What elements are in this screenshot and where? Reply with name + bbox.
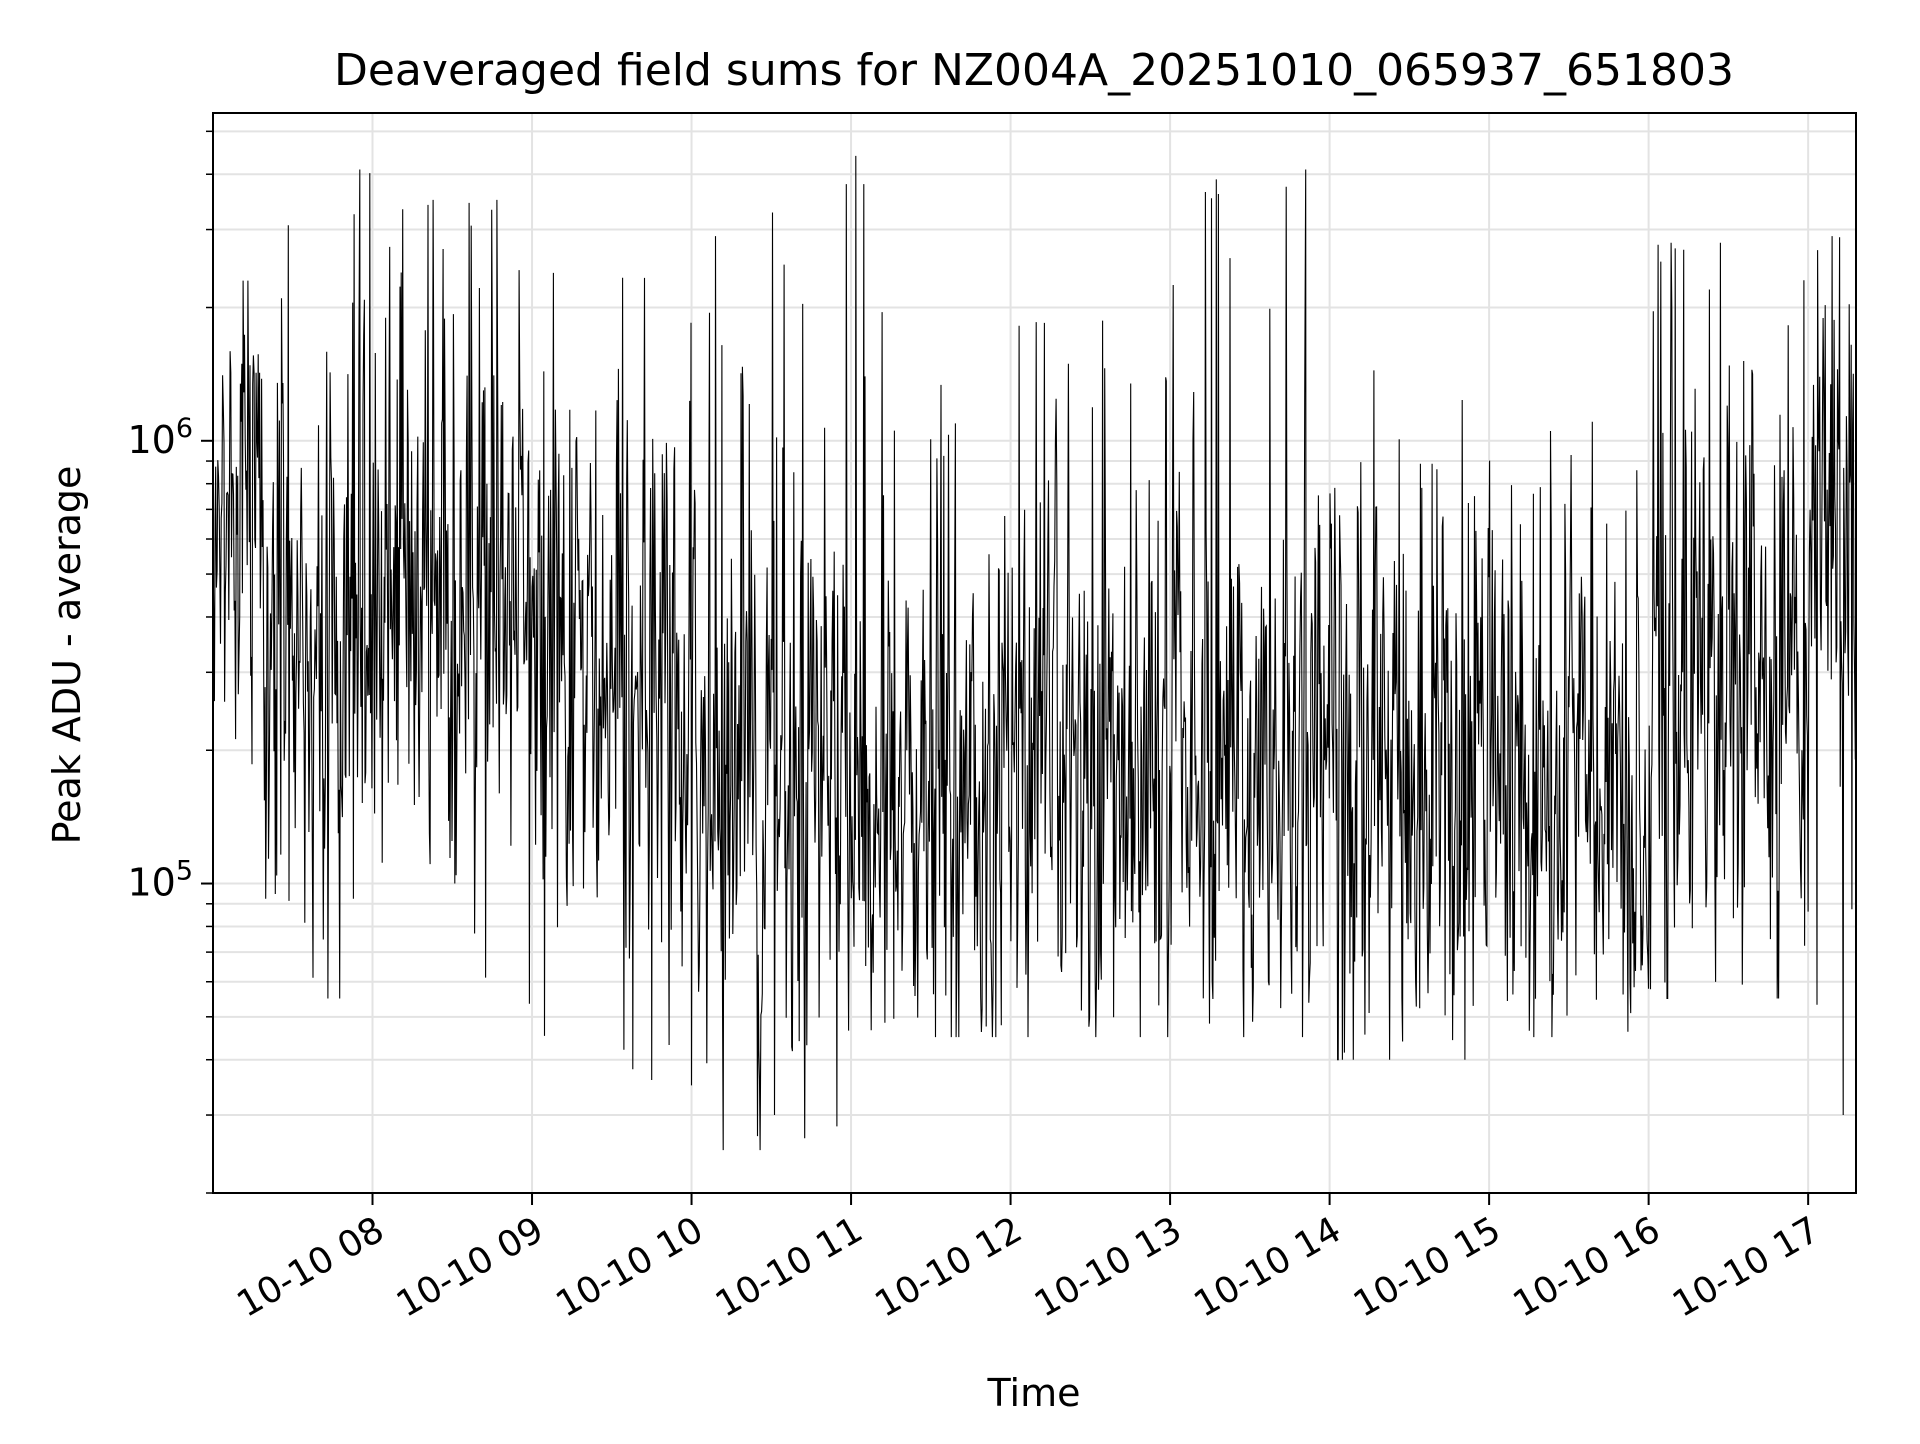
data-line-layer <box>213 155 1856 1151</box>
y-tick-label: 105 <box>127 856 193 905</box>
series-line <box>213 155 1856 1151</box>
plot-frame <box>212 112 1857 1194</box>
x-axis-label: Time <box>987 1371 1081 1415</box>
chart-title: Deaveraged field sums for NZ004A_2025101… <box>334 45 1734 96</box>
y-axis-label: Peak ADU - average <box>45 466 89 845</box>
y-tick-label: 106 <box>127 413 193 462</box>
